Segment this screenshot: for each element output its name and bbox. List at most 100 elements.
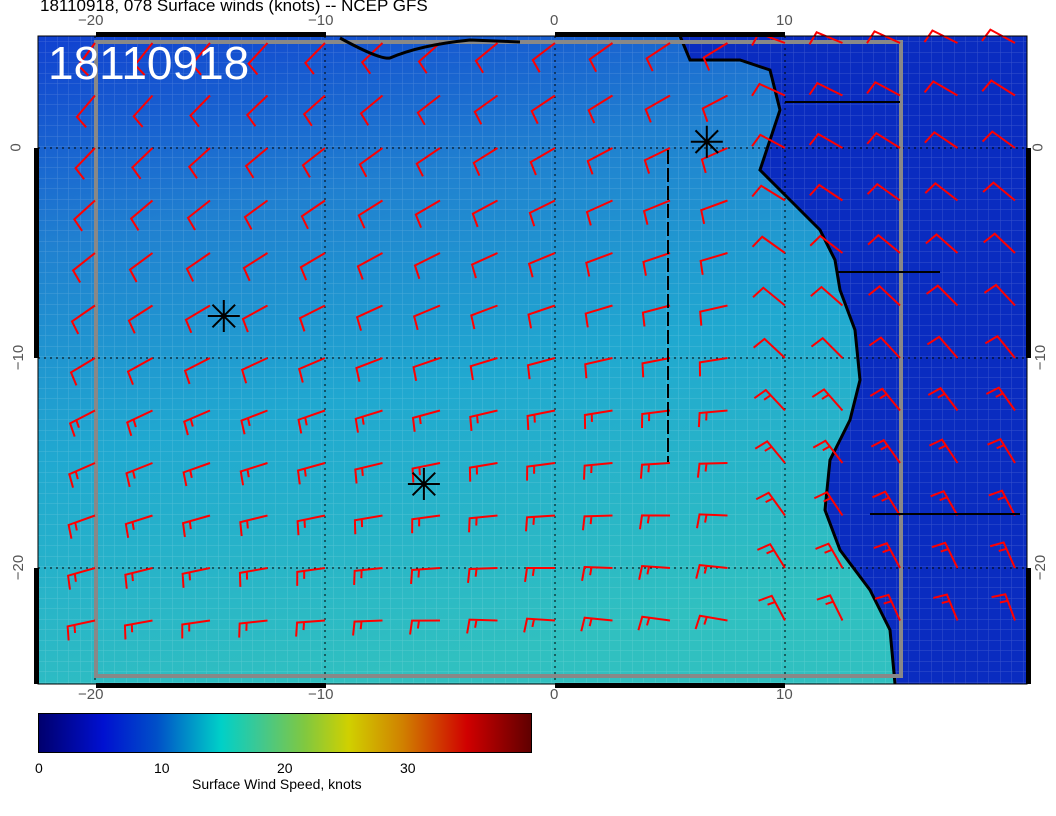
wind-barb (411, 462, 441, 483)
wind-barb (468, 514, 498, 533)
wind-barb (869, 387, 901, 412)
wind-barb (411, 514, 441, 534)
wind-barb (353, 514, 383, 535)
wind-barb (359, 94, 384, 126)
wind-barb (75, 94, 96, 129)
wind-barb (244, 147, 269, 179)
wind-barb (296, 567, 326, 586)
lat-tick-right: 0 (1029, 143, 1047, 152)
wind-barb (984, 334, 1016, 359)
asterisk-icon (690, 125, 723, 158)
wind-barb (356, 252, 383, 280)
wind-barb (696, 513, 728, 529)
wind-barb (816, 594, 844, 621)
wind-barb (700, 147, 728, 174)
wind-barb (809, 183, 844, 202)
wind-barb (189, 94, 211, 128)
wind-barb (751, 184, 786, 202)
wind-barb (644, 94, 671, 123)
wind-barb (928, 438, 959, 464)
wind-barb (581, 565, 613, 581)
wind-barb (810, 285, 844, 307)
asterisk-icon (207, 300, 240, 332)
wind-barb (640, 409, 671, 429)
lat-tick-left: −20 (10, 554, 28, 581)
wind-barb (247, 42, 269, 76)
frame-bar (555, 683, 785, 688)
wind-barb (466, 618, 498, 634)
wind-barb (983, 283, 1016, 307)
wind-barb (128, 252, 154, 283)
wind-barb (815, 542, 844, 569)
wind-barb (190, 42, 211, 76)
wind-barb (183, 357, 211, 385)
wind-barb (930, 489, 959, 516)
wind-barb (528, 199, 556, 227)
wind-barb (981, 28, 1016, 44)
wind-barb (585, 252, 613, 277)
wind-barb (751, 82, 786, 97)
lon-tick-bottom: 10 (776, 686, 793, 703)
wind-barb (752, 337, 786, 359)
wind-barb (983, 232, 1016, 254)
wind-barb (813, 490, 844, 517)
frame-bar (1026, 148, 1031, 358)
wind-barb (417, 42, 441, 74)
wind-barb (808, 81, 843, 97)
wind-barb (357, 199, 384, 229)
wind-barb (72, 199, 96, 232)
wind-barb (469, 357, 498, 381)
colorbar-tick: 20 (277, 760, 293, 776)
wind-barb (413, 252, 441, 280)
wind-barb (183, 409, 211, 436)
wind-barb (355, 357, 383, 382)
wind-barb (753, 388, 786, 412)
lon-tick-top: −20 (78, 12, 104, 29)
wind-barb (696, 462, 728, 478)
wind-barb (982, 181, 1016, 202)
wind-barb (587, 94, 614, 124)
wind-barb (868, 284, 901, 307)
wind-barb (238, 567, 268, 587)
wind-barb (131, 147, 154, 180)
wind-barb (981, 79, 1016, 97)
wind-barb (925, 233, 959, 254)
wind-barb (758, 594, 786, 621)
wind-barb (529, 147, 556, 176)
lat-tick-right: −10 (1032, 344, 1050, 371)
wind-barb (240, 357, 268, 384)
wind-barb (245, 94, 269, 127)
wind-barb (524, 567, 555, 582)
wind-barb (469, 409, 498, 431)
wind-barb (123, 619, 153, 640)
wind-barb (700, 199, 728, 225)
wind-barb (643, 147, 671, 174)
wind-barb (240, 409, 268, 435)
wind-barb (74, 147, 96, 180)
wind-barb (701, 94, 728, 123)
wind-barb (526, 409, 556, 430)
wind-barb (756, 542, 786, 569)
wind-barb (702, 42, 729, 71)
wind-barb (473, 94, 499, 125)
colorbar-tick: 30 (400, 760, 416, 776)
wind-barb (868, 336, 901, 359)
wind-barb (639, 462, 671, 479)
wind-barb (181, 619, 211, 639)
wind-barb (133, 42, 154, 76)
wind-barb (296, 514, 326, 536)
wind-barb (582, 462, 613, 480)
wind-barb (586, 147, 613, 175)
wind-barb (295, 619, 326, 637)
wind-barb (414, 199, 441, 228)
frame-bar (96, 683, 326, 688)
colorbar-label: Surface Wind Speed, knots (192, 776, 362, 792)
wind-barb (297, 409, 326, 434)
coastline (678, 35, 897, 685)
wind-barb (989, 541, 1016, 569)
lon-tick-bottom: 0 (550, 686, 559, 703)
wind-barb (866, 131, 901, 149)
wind-barb (243, 199, 269, 230)
wind-barbs (66, 28, 1016, 641)
wind-barb (991, 593, 1016, 621)
